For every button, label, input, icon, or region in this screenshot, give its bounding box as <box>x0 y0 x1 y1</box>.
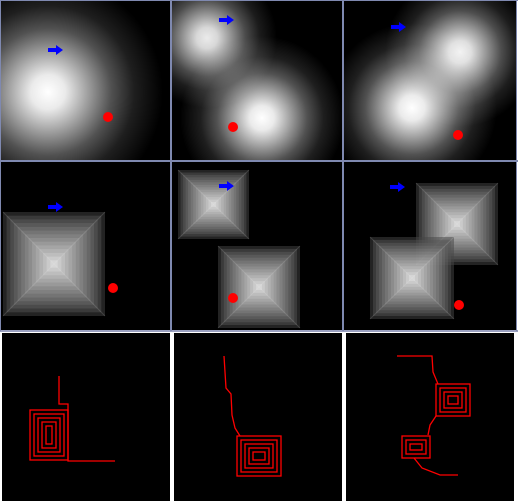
search-path-spiral <box>401 435 431 459</box>
start-arrow-icon <box>48 202 63 212</box>
panel-pyramid-1 <box>1 162 171 330</box>
search-path-tail <box>397 355 439 385</box>
pyramid-shape <box>2 211 106 317</box>
search-path-spiral <box>236 435 282 477</box>
goal-dot <box>228 293 238 303</box>
goal-dot <box>103 112 113 122</box>
gaussian-blob <box>1 1 163 161</box>
search-path-tail <box>427 415 437 436</box>
pyramid-shape <box>217 245 301 329</box>
panel-pyramid-3 <box>344 162 516 330</box>
start-arrow-icon <box>391 22 406 32</box>
gaussian-blob <box>180 36 343 161</box>
goal-dot <box>453 130 463 140</box>
start-arrow-icon <box>48 45 63 55</box>
path-panel-2 <box>174 333 342 501</box>
search-path-tail <box>58 376 115 462</box>
pyramid-shape <box>369 236 455 320</box>
panel-gaussian-1 <box>1 1 171 161</box>
start-arrow-icon <box>219 15 234 25</box>
pyramid-shape <box>177 169 250 240</box>
goal-dot <box>454 300 464 310</box>
panel-gaussian-3 <box>344 1 516 161</box>
gaussian-blob <box>344 23 497 161</box>
goal-dot <box>108 283 118 293</box>
start-arrow-icon <box>219 181 234 191</box>
search-path-spiral <box>435 383 471 417</box>
search-path-tail <box>413 457 458 476</box>
path-panel-1 <box>2 333 170 501</box>
panel-pyramid-2 <box>172 162 343 330</box>
grid-frame <box>0 0 518 332</box>
path-panel-3 <box>346 333 514 501</box>
search-path-tail <box>223 355 241 437</box>
search-path-spiral <box>29 409 69 461</box>
start-arrow-icon <box>390 182 405 192</box>
goal-dot <box>228 122 238 132</box>
panel-gaussian-2 <box>172 1 343 161</box>
